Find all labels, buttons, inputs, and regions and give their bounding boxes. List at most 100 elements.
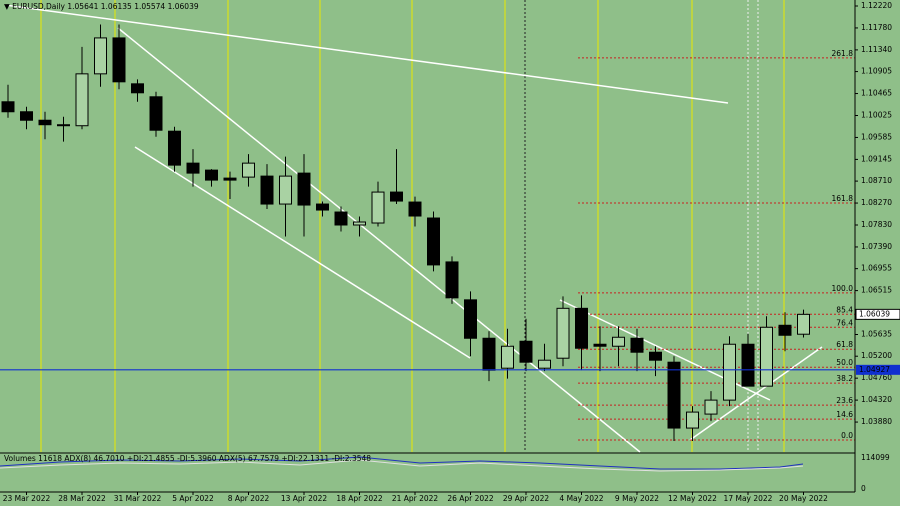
fib-label: 76.4 bbox=[836, 318, 853, 327]
candle-body bbox=[20, 111, 33, 121]
fib-label: 85.4 bbox=[836, 305, 853, 314]
candle-body bbox=[112, 37, 126, 83]
fib-label: 261.8 bbox=[832, 49, 854, 58]
fib-label: 50.0 bbox=[836, 358, 853, 367]
y-tick-label: 1.10905 bbox=[861, 67, 892, 76]
y-tick-label: 1.05635 bbox=[861, 330, 892, 339]
candles bbox=[1, 24, 810, 442]
candle-body bbox=[556, 307, 570, 359]
candle-body bbox=[501, 345, 514, 369]
candle-body bbox=[778, 324, 792, 336]
candle-body bbox=[334, 211, 348, 226]
indicator-text: Volumes 11618 ADX(8) 46.7010 +DI:21.4855… bbox=[4, 454, 371, 463]
candle-body bbox=[538, 359, 551, 369]
candle-body bbox=[445, 261, 459, 299]
fib-label: 61.8 bbox=[836, 340, 853, 349]
candle-body bbox=[353, 221, 366, 226]
candle-body bbox=[371, 191, 385, 224]
x-tick-label: 18 Apr 2022 bbox=[336, 494, 383, 503]
y-tick-label: 1.11780 bbox=[861, 23, 892, 32]
candle-body bbox=[316, 203, 329, 211]
x-tick-label: 17 May 2022 bbox=[724, 494, 773, 503]
candle-body bbox=[760, 326, 773, 387]
candle-body bbox=[427, 217, 440, 266]
candle-body bbox=[704, 399, 718, 415]
x-tick-label: 12 May 2022 bbox=[668, 494, 717, 503]
x-tick-label: 4 May 2022 bbox=[559, 494, 603, 503]
price-label-box bbox=[855, 308, 900, 320]
x-tick-label: 21 Apr 2022 bbox=[392, 494, 439, 503]
fib-label: 14.6 bbox=[836, 410, 853, 419]
candle-body bbox=[57, 124, 70, 127]
x-tick-label: 28 Mar 2022 bbox=[58, 494, 106, 503]
volume-tick-label: 0 bbox=[861, 484, 866, 493]
candle-body bbox=[279, 175, 292, 205]
fib-label: 161.8 bbox=[832, 194, 854, 203]
y-tick-label: 1.07390 bbox=[861, 242, 892, 251]
adx-line bbox=[0, 456, 804, 470]
y-tick-label: 1.04320 bbox=[861, 395, 892, 404]
candle-body bbox=[205, 169, 218, 181]
candle-body bbox=[723, 343, 736, 401]
candle-body bbox=[797, 313, 810, 335]
candle-body bbox=[575, 307, 588, 349]
y-tick-label: 1.06955 bbox=[861, 264, 892, 273]
fib-levels: 261.8 161.8 100.0 85.4 76.4 61.8 50.0 38.2 23.6 1… bbox=[578, 49, 855, 441]
volume-tick-label: 114099 bbox=[861, 453, 890, 462]
y-tick-label: 1.10025 bbox=[861, 110, 892, 119]
x-tick-label: 31 Mar 2022 bbox=[114, 494, 162, 503]
candle-body bbox=[38, 119, 52, 126]
candle-body bbox=[75, 73, 89, 127]
chart-header: ▼ EURUSD,Daily 1.05641 1.06135 1.05574 1… bbox=[4, 2, 199, 11]
x-tick-label: 13 Apr 2022 bbox=[281, 494, 328, 503]
header-high: 1.06135 bbox=[101, 2, 132, 11]
adx-line bbox=[0, 459, 804, 472]
header-close: 1.06039 bbox=[168, 2, 199, 11]
candle-body bbox=[519, 340, 533, 363]
candle-body bbox=[260, 175, 274, 205]
y-tick-label: 1.10465 bbox=[861, 89, 892, 98]
candle-body bbox=[149, 96, 163, 131]
candle-body bbox=[168, 130, 181, 166]
candle-body bbox=[630, 337, 644, 353]
y-tick-label: 1.06515 bbox=[861, 286, 892, 295]
candle-body bbox=[464, 299, 477, 339]
symbol: EURUSD,Daily bbox=[12, 2, 65, 11]
x-tick-label: 9 May 2022 bbox=[615, 494, 659, 503]
y-tick-label: 1.09145 bbox=[861, 154, 892, 163]
candle-body bbox=[593, 343, 607, 347]
y-tick-label: 1.03880 bbox=[861, 417, 892, 426]
y-tick-label: 1.09585 bbox=[861, 132, 892, 141]
fib-label: 0.0 bbox=[841, 431, 853, 440]
y-tick-label: 1.05200 bbox=[861, 351, 892, 360]
y-tick-label: 1.08270 bbox=[861, 198, 892, 207]
header-open: 1.05641 bbox=[67, 2, 98, 11]
candle-body bbox=[408, 201, 422, 217]
candle-body bbox=[94, 37, 107, 75]
candle-body bbox=[186, 162, 200, 174]
x-tick-label: 26 Apr 2022 bbox=[447, 494, 494, 503]
fib-label: 38.2 bbox=[836, 374, 853, 383]
candle-body bbox=[482, 337, 496, 371]
candle-body bbox=[390, 191, 403, 202]
candle-body bbox=[1, 101, 15, 113]
price-label: 1.06039 bbox=[859, 309, 890, 318]
candle-body bbox=[242, 162, 255, 178]
candle-body bbox=[649, 351, 662, 361]
x-tick-label: 23 Mar 2022 bbox=[3, 494, 51, 503]
candle-body bbox=[667, 361, 681, 429]
y-tick-label: 1.12220 bbox=[861, 1, 892, 10]
price-label-box bbox=[856, 364, 900, 375]
fib-label: 23.6 bbox=[836, 396, 853, 405]
header-low: 1.05574 bbox=[134, 2, 165, 11]
candle-body bbox=[686, 411, 699, 429]
price-label: 1.04927 bbox=[859, 365, 890, 374]
candle-body bbox=[131, 83, 144, 94]
candle-body bbox=[612, 336, 625, 347]
y-tick-label: 1.04760 bbox=[861, 373, 892, 382]
candle-body bbox=[297, 172, 311, 206]
y-tick-label: 1.08710 bbox=[861, 176, 892, 185]
x-tick-label: 20 May 2022 bbox=[779, 494, 828, 503]
